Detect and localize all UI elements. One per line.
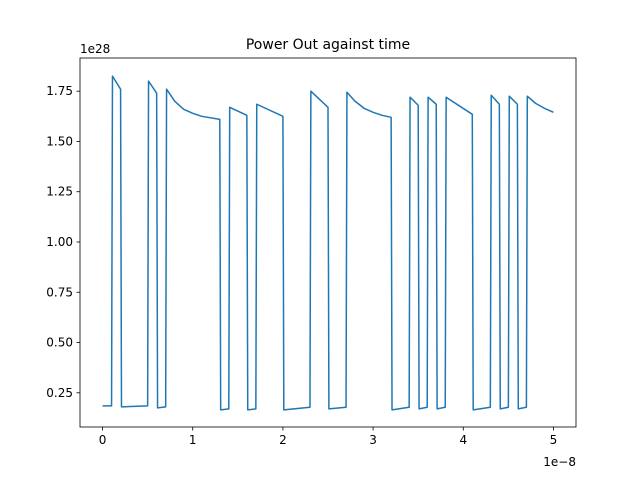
y-tick-label: 1.50 [46,134,73,148]
x-tick-label: 3 [369,433,377,447]
y-tick-label: 0.50 [46,336,73,350]
x-tick-label: 0 [99,433,107,447]
x-axis-offset-label: 1e−8 [543,455,576,469]
y-tick-label: 1.25 [46,185,73,199]
x-tick-label: 5 [550,433,558,447]
chart-title: Power Out against time [246,37,410,53]
y-tick-label: 1.00 [46,235,73,249]
y-tick-label: 1.75 [46,84,73,98]
series-line [102,75,554,411]
y-tick-label: 0.25 [46,386,73,400]
x-tick-label: 2 [279,433,287,447]
axis-ticks: 0 1 2 3 4 5 0.25 0.50 0.75 1.00 1.25 1.50 1.75 [46,84,557,447]
y-axis-offset-label: 1e28 [80,42,110,56]
x-tick-label: 1 [189,433,197,447]
y-tick-label: 0.75 [46,285,73,299]
x-tick-label: 4 [459,433,467,447]
plot-area-frame [79,57,577,428]
